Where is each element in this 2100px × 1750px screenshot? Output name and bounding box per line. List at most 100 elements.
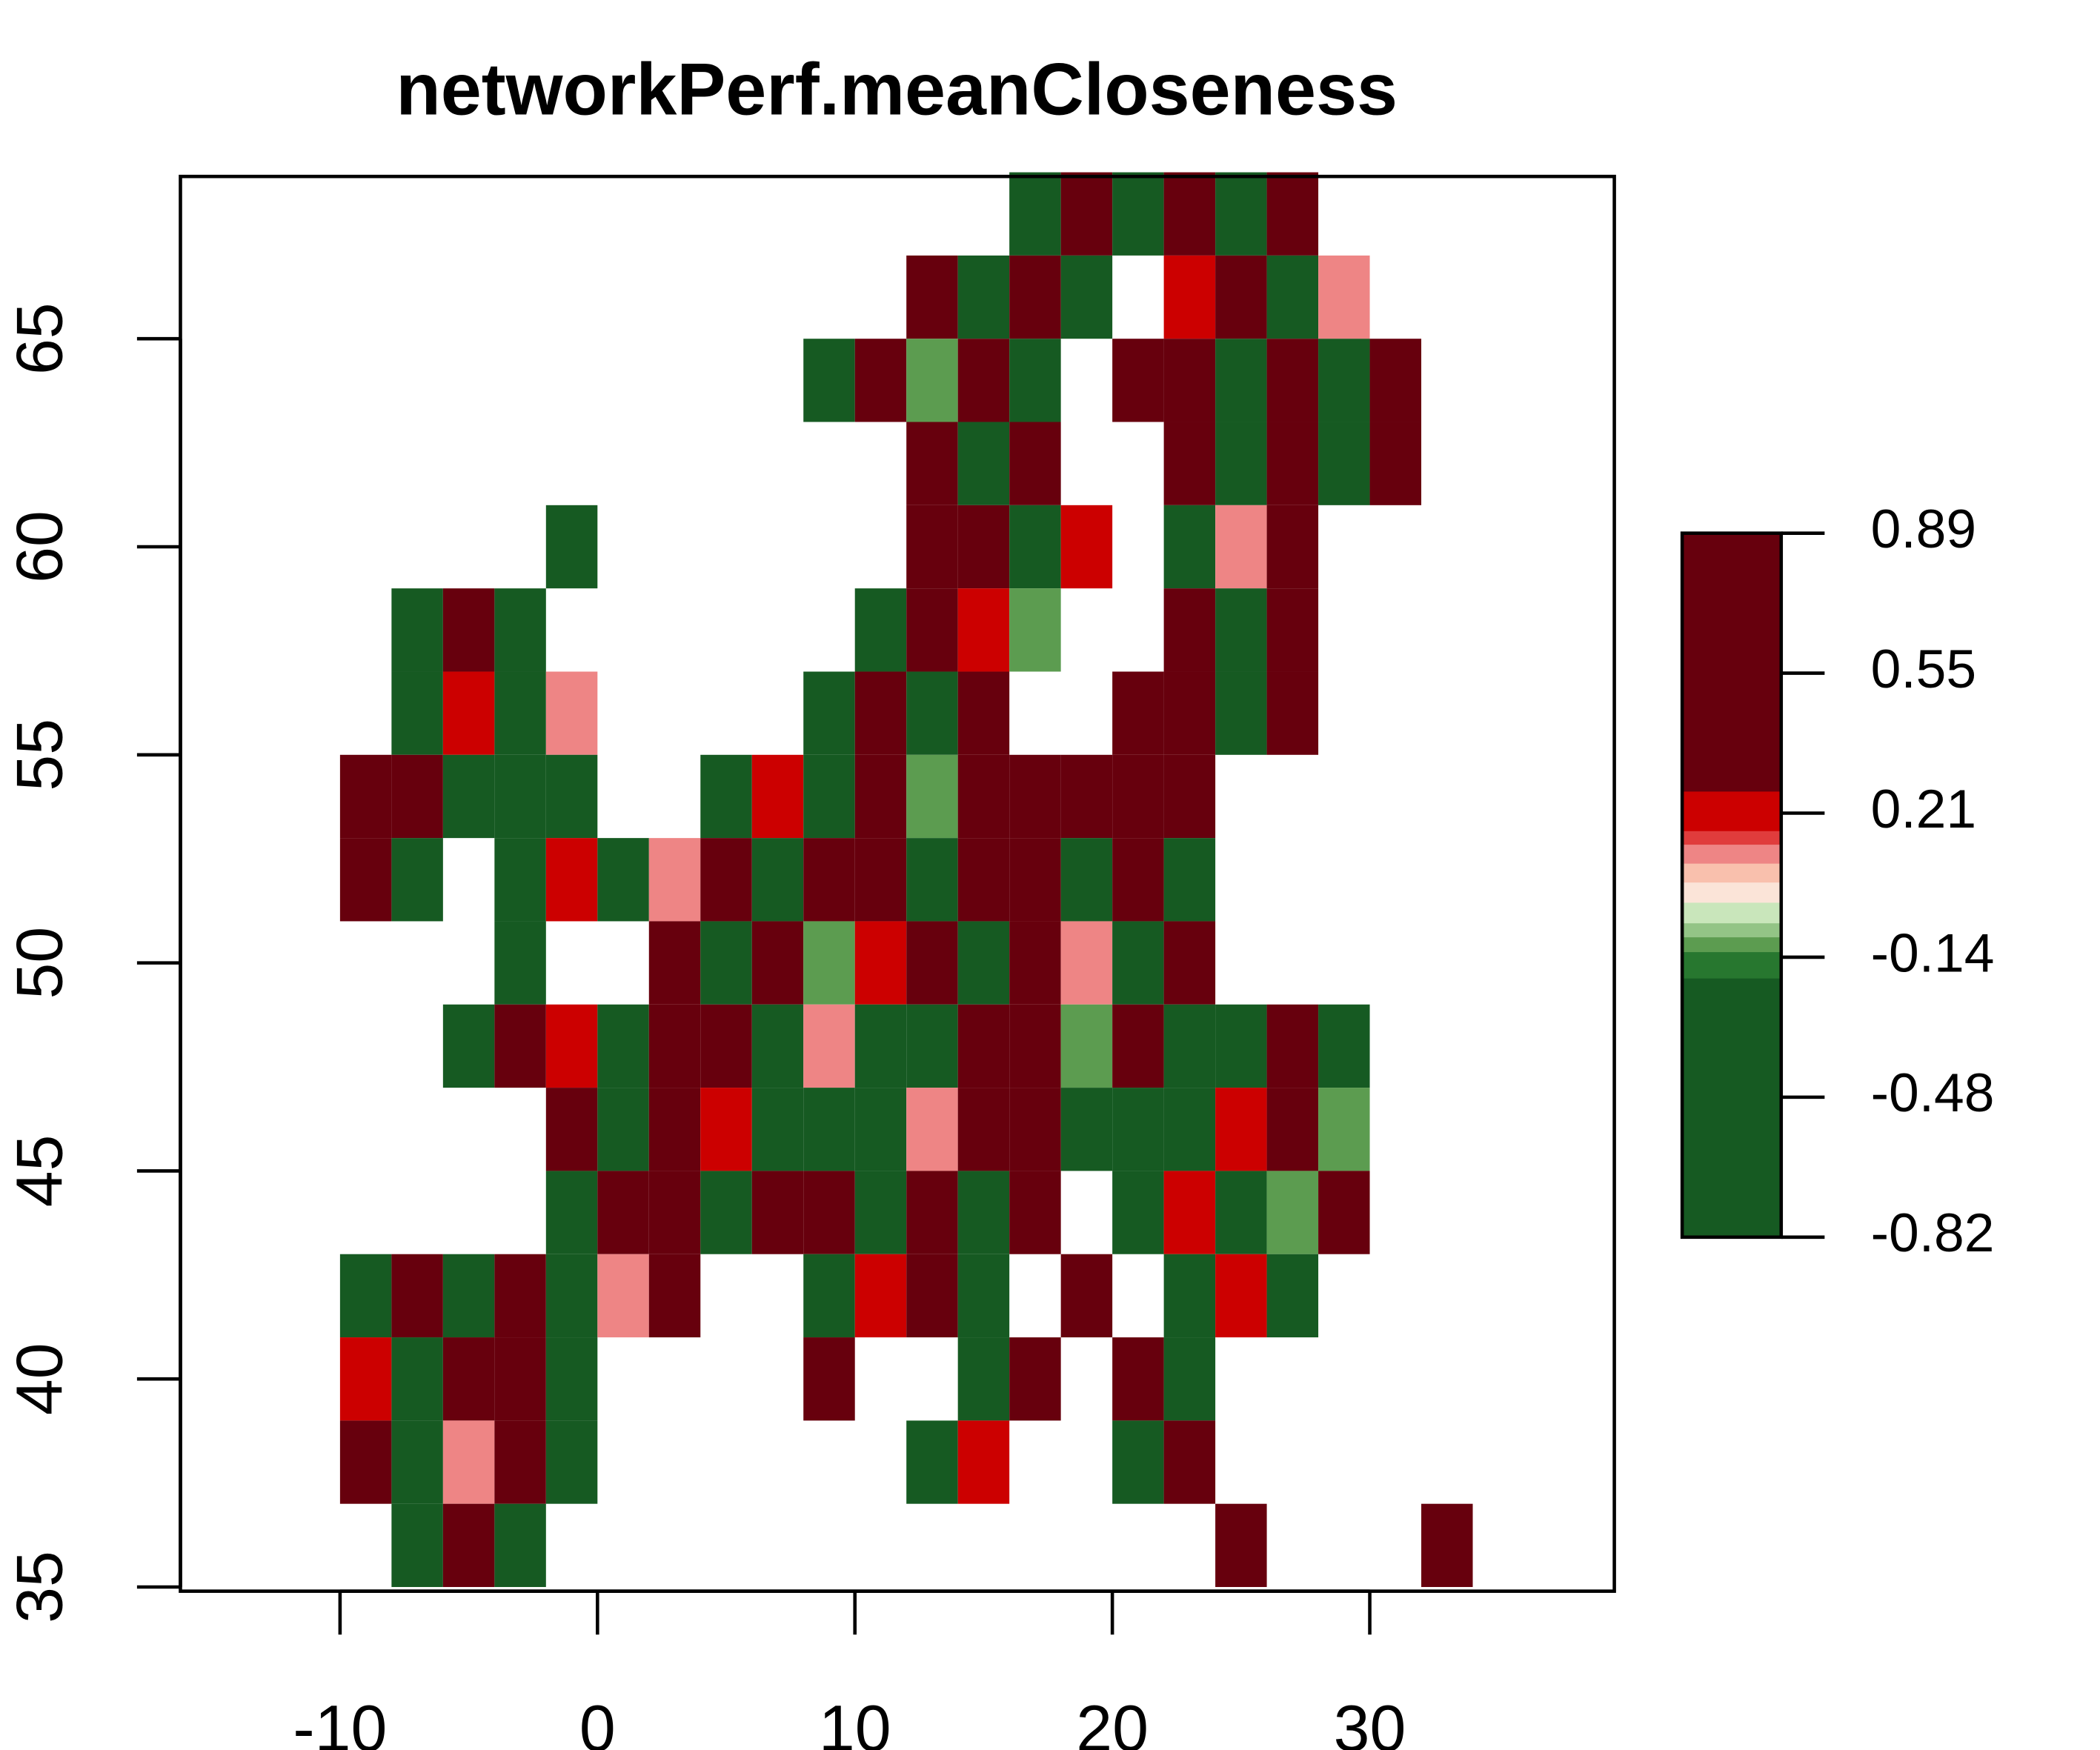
- raster-cell: [648, 1088, 701, 1171]
- raster-cell: [957, 339, 1010, 422]
- raster-cell: [1009, 754, 1061, 839]
- raster-cell: [854, 1088, 907, 1171]
- raster-cell: [494, 838, 546, 922]
- raster-cell: [700, 754, 752, 839]
- colorbar-tick-label: 0.21: [1871, 779, 1977, 839]
- raster-cell: [957, 588, 1010, 672]
- raster-cell: [339, 838, 392, 922]
- raster-cell: [339, 1254, 392, 1338]
- raster-cell: [854, 588, 907, 672]
- raster-cell: [1318, 255, 1370, 339]
- raster-cell: [391, 754, 443, 839]
- raster-cell: [906, 1420, 958, 1504]
- colorbar-segment: [1682, 862, 1781, 883]
- raster-cell: [1318, 422, 1370, 505]
- raster-cell: [957, 422, 1010, 505]
- raster-cell: [906, 422, 958, 505]
- raster-cell: [442, 671, 495, 755]
- colorbar-segment: [1682, 977, 1781, 1238]
- raster-cell: [1215, 1503, 1267, 1588]
- raster-cell: [1215, 172, 1267, 256]
- raster-cell: [1421, 1503, 1473, 1588]
- y-tick-label: 50: [3, 927, 76, 999]
- raster-cell: [1009, 1171, 1061, 1254]
- raster-cell: [854, 1004, 907, 1088]
- raster-cell: [1112, 339, 1164, 422]
- raster-cell: [1163, 1088, 1216, 1171]
- raster-cell: [597, 838, 649, 922]
- raster-cell: [957, 255, 1010, 339]
- colorbar-tick-label: -0.82: [1871, 1202, 1995, 1263]
- raster-cell: [1112, 1420, 1164, 1504]
- raster-cell: [1009, 1004, 1061, 1088]
- colorbar-segment: [1682, 936, 1781, 953]
- raster-cell: [1060, 1254, 1113, 1338]
- raster-cell: [957, 838, 1010, 922]
- raster-cell: [1266, 255, 1319, 339]
- raster-cell: [906, 255, 958, 339]
- raster-cell: [1215, 588, 1267, 672]
- raster-cell: [1112, 1088, 1164, 1171]
- raster-cell: [1112, 1337, 1164, 1421]
- raster-cell: [1112, 754, 1164, 839]
- colorbar-frame: [1680, 531, 1784, 1240]
- raster-cell: [1112, 1004, 1164, 1088]
- raster-cell: [803, 838, 855, 922]
- raster-cell: [391, 1337, 443, 1421]
- raster-cell: [391, 838, 443, 922]
- y-tick-label: 60: [3, 510, 76, 583]
- colorbar-segment: [1682, 882, 1781, 903]
- raster-cell: [1163, 1171, 1216, 1254]
- raster-cell: [545, 1254, 598, 1338]
- raster-cell: [1318, 339, 1370, 422]
- raster-cell: [1266, 671, 1319, 755]
- raster-cell: [700, 1004, 752, 1088]
- raster-cell: [545, 838, 598, 922]
- chart-title: networkPerf.meanCloseness: [396, 48, 1398, 130]
- x-tick-label: 10: [819, 1691, 891, 1750]
- raster-cell: [906, 671, 958, 755]
- raster-cell: [1215, 422, 1267, 505]
- raster-cell: [1163, 588, 1216, 672]
- raster-cell: [1060, 505, 1113, 589]
- raster-cell: [1215, 1088, 1267, 1171]
- raster-cell: [957, 505, 1010, 589]
- raster-cell: [442, 1254, 495, 1338]
- raster-cell: [597, 1004, 649, 1088]
- raster-cell: [957, 1254, 1010, 1338]
- raster-cell: [803, 1088, 855, 1171]
- raster-cell: [1060, 838, 1113, 922]
- raster-cell: [751, 1171, 804, 1254]
- raster-cell: [957, 1420, 1010, 1504]
- raster-cell: [1060, 172, 1113, 256]
- raster-cell: [442, 1337, 495, 1421]
- raster-cell: [854, 1254, 907, 1338]
- raster-cell: [1163, 1004, 1216, 1088]
- raster-cell: [700, 921, 752, 1005]
- raster-cell: [803, 339, 855, 422]
- raster-cell: [391, 588, 443, 672]
- raster-cell: [751, 838, 804, 922]
- y-tick-label: 65: [3, 302, 76, 375]
- x-tick-label: 0: [579, 1691, 616, 1750]
- raster-cell: [957, 921, 1010, 1005]
- raster-cell: [1060, 921, 1113, 1005]
- raster-cell: [391, 1254, 443, 1338]
- raster-cell: [339, 754, 392, 839]
- raster-cell: [442, 1004, 495, 1088]
- colorbar-tick-label: 0.89: [1871, 499, 1977, 559]
- raster-cell: [1163, 1254, 1216, 1338]
- raster-cell: [1266, 505, 1319, 589]
- raster-cell: [1009, 588, 1061, 672]
- raster-cell: [700, 1088, 752, 1171]
- raster-cell: [906, 1171, 958, 1254]
- raster-cell: [1009, 339, 1061, 422]
- y-tick-label: 40: [3, 1343, 76, 1415]
- raster-cell: [1215, 1171, 1267, 1254]
- raster-cell: [906, 588, 958, 672]
- raster-cell: [700, 1171, 752, 1254]
- raster-cell: [442, 1503, 495, 1588]
- raster-cell: [391, 1503, 443, 1588]
- raster-cell: [1112, 921, 1164, 1005]
- raster-cell: [1318, 1088, 1370, 1171]
